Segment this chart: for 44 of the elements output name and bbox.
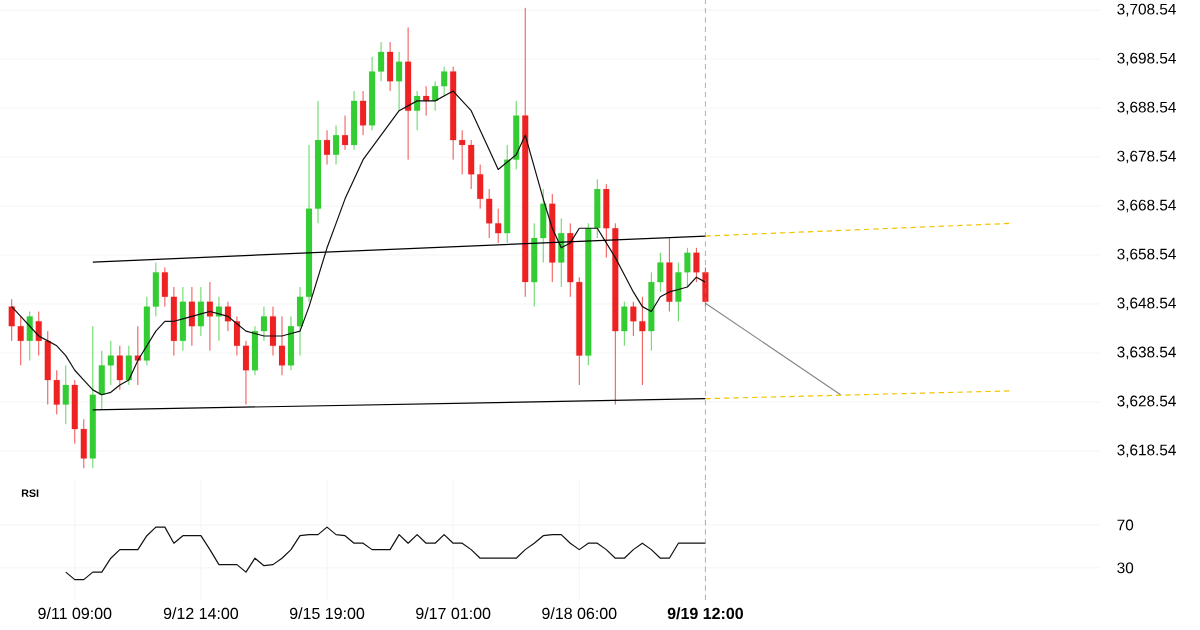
candlestick (423, 85, 430, 116)
candlestick (657, 252, 664, 293)
y-tick-label: 3,698.54 (1117, 52, 1176, 66)
candlestick (224, 301, 231, 332)
candlestick (639, 296, 646, 386)
candlestick (62, 364, 69, 425)
candlestick (333, 124, 340, 165)
candlestick (134, 325, 141, 386)
y-tick-label: 3,668.54 (1117, 199, 1176, 213)
candlestick (323, 129, 331, 165)
candlestick (215, 296, 222, 342)
y-tick-label: 3,638.54 (1117, 346, 1176, 360)
x-tick-label: 9/15 19:00 (289, 607, 365, 620)
candlestick (342, 115, 349, 151)
candlestick (396, 51, 403, 112)
candlestick (17, 316, 24, 366)
x-tick-label: 9/17 01:00 (416, 607, 491, 620)
y-tick-label: 30 (1117, 562, 1134, 574)
candlestick (693, 247, 700, 283)
text: RSI (21, 489, 39, 497)
candlestick (35, 311, 42, 356)
candlestick (432, 80, 439, 112)
candlestick (414, 90, 421, 131)
x-tick-label: 9/19 12:00 (667, 607, 743, 620)
candlestick (459, 129, 466, 175)
candlestick (630, 301, 637, 337)
y-tick-label: 3,648.54 (1117, 297, 1176, 311)
y-tick-label: 3,618.54 (1117, 444, 1176, 458)
y-tick-label: 3,678.54 (1117, 150, 1176, 164)
y-tick-label: 3,628.54 (1117, 395, 1176, 409)
candlestick (684, 247, 691, 288)
candlestick (107, 340, 114, 386)
candlestick (441, 66, 448, 97)
candlestick (8, 298, 15, 342)
y-tick-label: 3,658.54 (1117, 248, 1176, 262)
y-tick-label: 70 (1117, 519, 1134, 531)
y-tick-label: 3,688.54 (1117, 101, 1176, 115)
x-tick-label: 9/11 09:00 (38, 607, 112, 620)
y-tick-label: 3,708.54 (1117, 3, 1176, 17)
x-tick-label: 9/18 06:00 (542, 607, 617, 620)
x-tick-label: 9/12 14:00 (163, 607, 239, 620)
candlestick (495, 208, 502, 244)
candlestick (206, 281, 213, 352)
candlestick (378, 41, 385, 82)
